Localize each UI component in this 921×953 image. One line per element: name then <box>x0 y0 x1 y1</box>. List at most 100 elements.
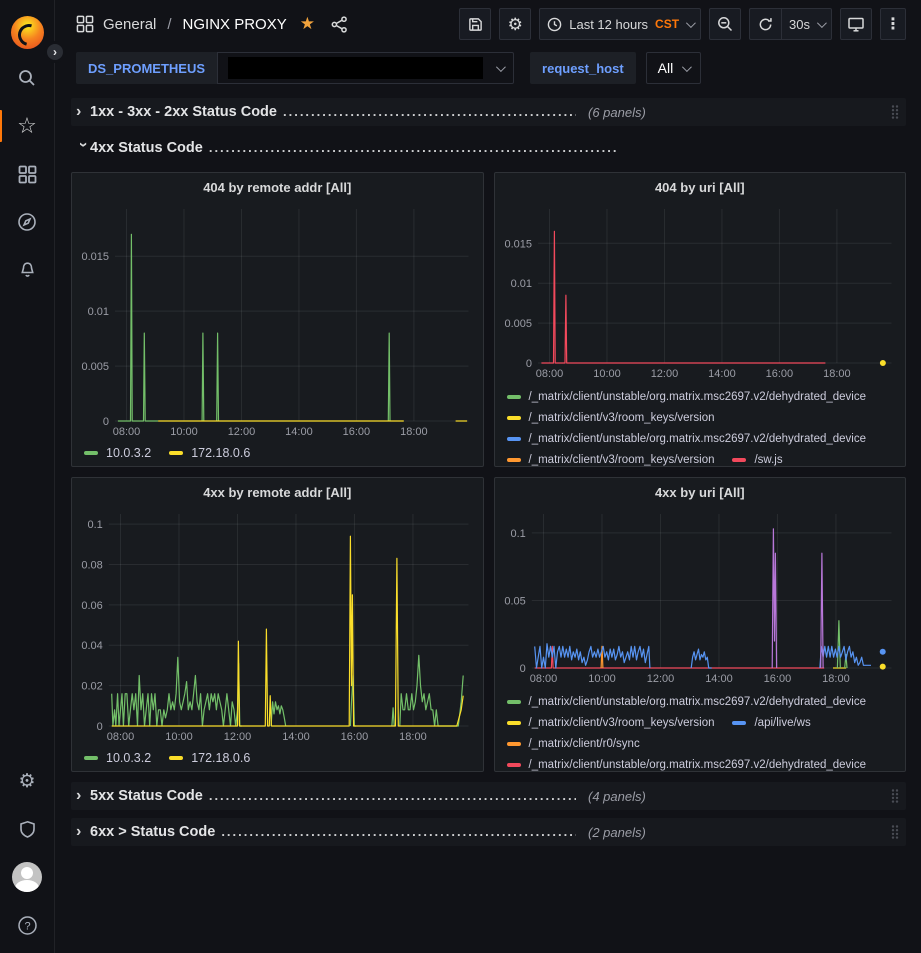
row-title: 6xx > Status Code <box>90 824 216 840</box>
legend-row: /_matrix/client/v3/room_keys/version/sw.… <box>506 449 898 466</box>
svg-text:10:00: 10:00 <box>593 368 621 380</box>
breadcrumb-section[interactable]: General <box>103 15 157 33</box>
row-header-6xx[interactable]: › 6xx > Status Code ....................… <box>71 818 906 846</box>
timeseries-chart[interactable]: 08:00 10:00 12:00 14:00 16:00 18:00 0 0.02 0.04 0… <box>72 506 483 745</box>
timeseries-chart[interactable]: 08:00 10:00 12:00 14:00 16:00 18:00 0 0.05 0.1 <box>495 506 906 687</box>
variable-value-redacted <box>228 57 484 79</box>
legend-item[interactable]: /sw.js <box>732 454 783 466</box>
legend-label: /_matrix/client/unstable/org.matrix.msc2… <box>528 758 867 771</box>
sidebar-expand-button[interactable]: › <box>44 41 66 63</box>
panel-title[interactable]: 404 by remote addr [All] <box>203 179 352 195</box>
legend-item[interactable]: 172.18.0.6 <box>169 446 250 460</box>
legend-item[interactable]: /_matrix/client/v3/room_keys/version <box>506 412 714 424</box>
svg-text:0.04: 0.04 <box>81 640 102 652</box>
legend-swatch-icon <box>506 720 521 725</box>
dashboard-settings-button[interactable]: ⚙ <box>499 8 532 40</box>
legend-label: /_matrix/client/v3/room_keys/version <box>528 716 715 729</box>
legend-label: /api/live/ws <box>754 716 811 729</box>
tv-mode-button[interactable] <box>840 8 872 40</box>
dashboard-title[interactable]: NGINX PROXY <box>182 15 287 33</box>
legend-item[interactable]: /_matrix/client/v3/room_keys/version <box>506 453 715 466</box>
sidebar-item-favorites[interactable]: ☆ <box>0 102 47 150</box>
chevron-down-icon <box>495 61 506 72</box>
drag-handle-icon[interactable] <box>890 824 900 840</box>
legend-label: 172.18.0.6 <box>191 750 251 765</box>
timeseries-chart[interactable]: 08:00 10:00 12:00 14:00 16:00 18:00 0 0.005 0.01… <box>72 201 483 440</box>
breadcrumb-separator: / <box>167 15 172 33</box>
legend-swatch-icon <box>506 415 521 420</box>
main: General / NGINX PROXY ★ ⚙ Last 12 hours … <box>56 0 921 953</box>
sidebar-item-help[interactable]: ? <box>7 901 47 949</box>
legend-item[interactable]: /_matrix/client/v3/room_keys/version <box>506 716 715 729</box>
panel-title[interactable]: 4xx by remote addr [All] <box>203 484 352 500</box>
panel-title[interactable]: 4xx by uri [All] <box>654 484 745 500</box>
favorite-star-icon[interactable]: ★ <box>299 14 315 33</box>
sidebar-item-dashboards[interactable] <box>7 150 47 198</box>
legend-item[interactable]: 10.0.3.2 <box>84 446 151 460</box>
legend-item[interactable]: 172.18.0.6 <box>169 751 250 765</box>
svg-text:?: ? <box>24 920 30 932</box>
save-dashboard-button[interactable] <box>459 8 492 40</box>
sidebar-item-profile[interactable] <box>7 853 47 901</box>
panel-4xx-by-uri: 4xx by uri [All] 08:00 10:00 12:00 14:00 16:… <box>493 477 906 772</box>
sidebar-item-settings[interactable]: ⚙ <box>7 757 47 805</box>
refresh-button[interactable] <box>749 8 782 40</box>
svg-text:18:00: 18:00 <box>399 731 427 743</box>
legend-swatch-icon <box>506 762 521 767</box>
zoom-out-button[interactable] <box>709 8 742 40</box>
legend-label: /_matrix/client/r0/sync <box>528 737 640 750</box>
refresh-interval-label: 30s <box>789 16 810 32</box>
gear-icon: ⚙ <box>18 770 36 792</box>
legend-item[interactable]: 10.0.3.2 <box>84 751 151 765</box>
time-zone-label: CST <box>655 17 680 31</box>
legend-row: 10.0.3.2 172.18.0.6 <box>84 747 475 768</box>
panel-title[interactable]: 404 by uri [All] <box>654 179 745 195</box>
panel-404-by-remote-addr: 404 by remote addr [All] 08:00 10:00 12:00… <box>71 172 484 467</box>
svg-text:0.005: 0.005 <box>81 361 109 373</box>
panel-legend: 10.0.3.2 172.18.0.6 <box>72 745 483 771</box>
svg-text:16:00: 16:00 <box>343 426 371 438</box>
row-header-1xx-3xx-2xx[interactable]: › 1xx - 3xx - 2xx Status Code ..........… <box>71 98 906 126</box>
legend-swatch-icon <box>732 720 747 725</box>
sidebar-item-search[interactable] <box>7 54 47 102</box>
legend-swatch-icon <box>506 394 521 399</box>
svg-text:0: 0 <box>103 416 109 428</box>
variable-select-request-host[interactable]: All <box>645 52 702 84</box>
drag-handle-icon[interactable] <box>890 788 900 804</box>
row-header-5xx[interactable]: › 5xx Status Code ......................… <box>71 782 906 810</box>
chevron-down-icon <box>816 17 827 28</box>
svg-text:0.1: 0.1 <box>88 519 103 531</box>
share-icon[interactable] <box>331 15 348 33</box>
legend-label: /_matrix/client/unstable/org.matrix.msc2… <box>528 432 867 445</box>
more-options-button[interactable]: ⋮ <box>880 8 906 40</box>
dashboard: › 1xx - 3xx - 2xx Status Code ..........… <box>56 92 921 846</box>
svg-text:0.02: 0.02 <box>81 681 102 693</box>
svg-text:0.01: 0.01 <box>510 278 531 290</box>
refresh-interval-picker[interactable]: 30s <box>781 8 832 40</box>
sidebar-item-server-admin[interactable] <box>7 805 47 853</box>
legend-item[interactable]: /_matrix/client/unstable/org.matrix.msc2… <box>506 758 867 771</box>
legend-item[interactable]: /_matrix/client/unstable/org.matrix.msc2… <box>506 696 866 708</box>
drag-handle-icon[interactable] <box>890 104 900 120</box>
row-panel-count: (4 panels) <box>588 788 646 804</box>
panel-grid-row-1: 404 by remote addr [All] 08:00 10:00 12:00… <box>71 172 906 467</box>
legend-item[interactable]: /api/live/ws <box>732 716 811 729</box>
legend-row: /_matrix/client/v3/room_keys/version/api… <box>506 712 898 733</box>
timeseries-chart[interactable]: 08:00 10:00 12:00 14:00 16:00 18:00 0 0.005 0.01… <box>495 201 906 382</box>
sidebar-item-alerting[interactable] <box>7 246 47 294</box>
legend-label: /_matrix/client/v3/room_keys/version <box>528 453 715 466</box>
row-dotted-leader: ........................................… <box>221 824 576 839</box>
row-header-4xx[interactable]: › 4xx Status Code ......................… <box>71 134 906 162</box>
save-icon <box>468 17 482 31</box>
gear-icon: ⚙ <box>507 14 523 34</box>
legend-swatch-icon <box>169 450 184 455</box>
time-range-picker[interactable]: Last 12 hours CST <box>539 8 702 40</box>
variable-select-ds-prometheus[interactable] <box>217 52 515 84</box>
grafana-logo[interactable] <box>7 10 47 54</box>
legend-item[interactable]: /_matrix/client/unstable/org.matrix.msc2… <box>506 432 867 445</box>
legend-item[interactable]: /_matrix/client/unstable/org.matrix.msc2… <box>506 391 866 403</box>
svg-text:0.015: 0.015 <box>81 251 109 263</box>
legend-item[interactable]: /_matrix/client/r0/sync <box>506 737 640 750</box>
panel-grid-row-2: 4xx by remote addr [All] 08:00 10:00 12:00… <box>71 477 906 772</box>
sidebar-item-explore[interactable] <box>7 198 47 246</box>
